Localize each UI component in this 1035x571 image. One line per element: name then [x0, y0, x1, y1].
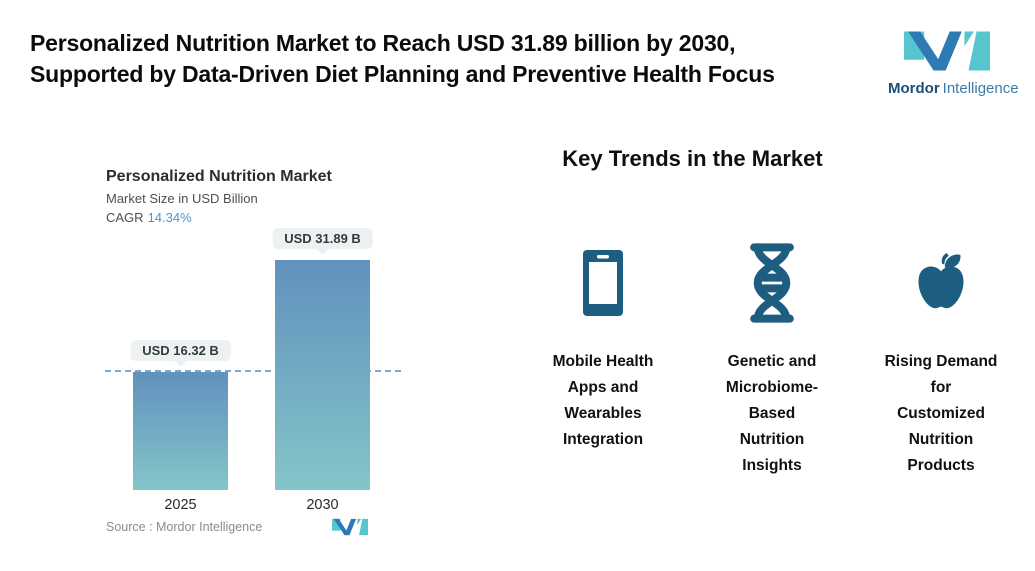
- bar-group-2030: USD 31.89 B 2030: [272, 228, 373, 513]
- source-text: Source : Mordor Intelligence: [106, 520, 263, 534]
- bar-2025: [133, 372, 228, 490]
- chart-subtitle: Market Size in USD Billion: [106, 191, 258, 206]
- cagr-value: 14.34%: [147, 210, 192, 225]
- source-row: Source : Mordor Intelligence: [106, 518, 368, 536]
- dna-icon: [686, 240, 858, 325]
- page-title: Personalized Nutrition Market to Reach U…: [30, 28, 860, 90]
- cagr-label: CAGR: [106, 210, 144, 225]
- brand-name-light: Intelligence: [942, 80, 1019, 97]
- page-title-line1: Personalized Nutrition Market to Reach U…: [30, 30, 736, 56]
- brand-logo: Mordor Intelligence: [888, 26, 1019, 97]
- trend-label: Mobile Health Apps and Wearables Integra…: [552, 353, 654, 448]
- value-callout-2030: USD 31.89 B: [272, 228, 373, 255]
- chart-cagr: CAGR 14.34%: [106, 210, 192, 225]
- trend-customized-products: Rising Demand for Customized Nutrition P…: [855, 240, 1027, 479]
- bar-chart-plot: USD 16.32 B 2025 USD 31.89 B 2030: [105, 228, 445, 513]
- value-callout-2030-text: USD 31.89 B: [272, 228, 373, 249]
- bar-2030: [275, 260, 370, 490]
- brand-name: Mordor Intelligence: [888, 80, 1019, 97]
- trend-genetic-microbiome: Genetic and Microbiome- Based Nutrition …: [686, 240, 858, 479]
- smartphone-icon: [517, 240, 689, 325]
- callout-pointer-icon: [174, 361, 187, 367]
- brand-name-bold: Mordor: [888, 80, 940, 97]
- callout-pointer-icon: [316, 249, 329, 255]
- page-title-line2: Supported by Data-Driven Diet Planning a…: [30, 61, 775, 87]
- x-axis-label-2025: 2025: [164, 497, 197, 513]
- trend-label: Rising Demand for Customized Nutrition P…: [884, 353, 998, 474]
- apple-icon: [855, 240, 1027, 325]
- trends-heading: Key Trends in the Market: [562, 146, 823, 171]
- mordor-intelligence-small-logo-icon: [332, 518, 368, 536]
- reference-dashed-line: [105, 370, 401, 372]
- bar-group-2025: USD 16.32 B 2025: [130, 230, 231, 513]
- value-callout-2025: USD 16.32 B: [130, 340, 231, 367]
- trend-mobile-health: Mobile Health Apps and Wearables Integra…: [517, 240, 689, 453]
- chart-title: Personalized Nutrition Market: [106, 168, 332, 185]
- x-axis-label-2030: 2030: [306, 497, 339, 513]
- mordor-intelligence-logo-icon: [904, 31, 990, 71]
- trend-label: Genetic and Microbiome- Based Nutrition …: [725, 353, 819, 474]
- value-callout-2025-text: USD 16.32 B: [130, 340, 231, 361]
